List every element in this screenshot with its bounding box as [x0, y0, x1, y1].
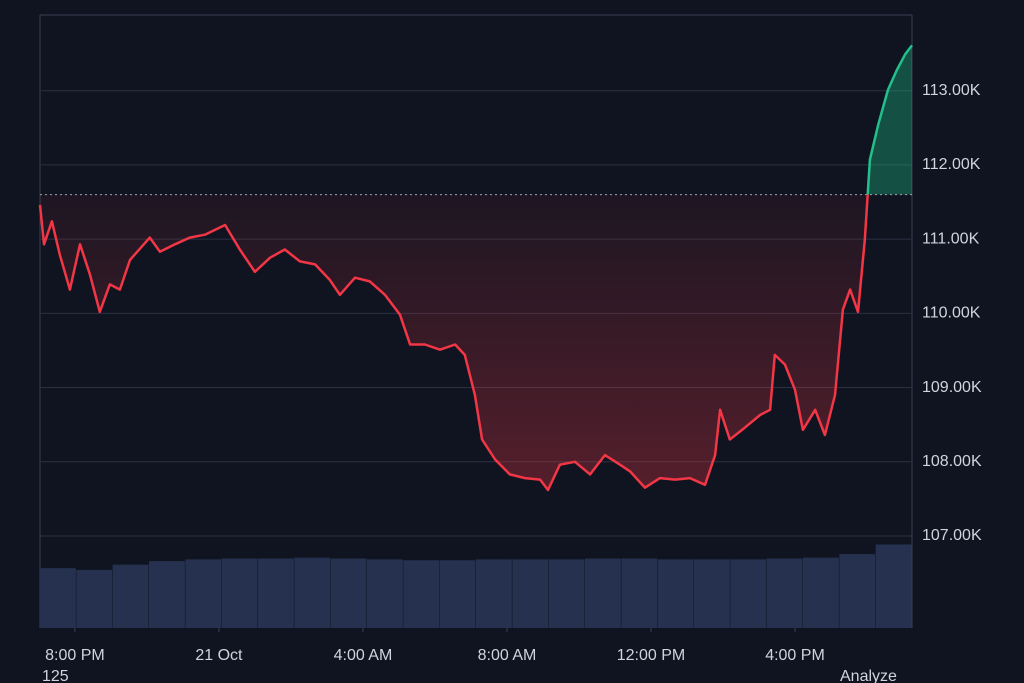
volume-bar [439, 560, 476, 628]
volume-bar [112, 564, 149, 628]
x-tick-label: 8:00 AM [478, 647, 537, 664]
x-tick-label: 4:00 PM [765, 647, 825, 664]
volume-bar [76, 569, 113, 628]
volume-bar [657, 559, 694, 628]
y-tick-label: 113.00K [922, 82, 981, 99]
y-tick-label: 108.00K [922, 453, 982, 470]
volume-bar [839, 554, 876, 628]
x-tick-label: 21 Oct [195, 647, 243, 664]
volume-bar [330, 558, 367, 628]
volume-bar [221, 558, 258, 628]
x-tick-label: 8:00 PM [45, 647, 105, 664]
volume-bar [258, 558, 294, 628]
volume-bar [476, 559, 512, 628]
volume-bar [185, 559, 222, 628]
volume-bar [730, 559, 767, 628]
y-tick-label: 111.00K [922, 230, 980, 247]
volume-bar [512, 559, 549, 628]
x-tick-label: 4:00 AM [334, 647, 393, 664]
price-line [38, 44, 913, 492]
volume-bar [803, 557, 839, 628]
volume-bar [621, 558, 658, 628]
volume-bar [403, 560, 440, 628]
volume-bar [367, 559, 403, 628]
volume-bar [548, 559, 585, 628]
y-tick-label: 107.00K [922, 527, 982, 544]
volume-bar [294, 557, 331, 628]
volume-bar [766, 558, 803, 628]
y-tick-label: 112.00K [922, 156, 981, 173]
y-tick-label: 109.00K [922, 379, 982, 396]
footer-right: Analyze [840, 668, 897, 683]
area-up [867, 45, 912, 195]
x-tick-label: 12:00 PM [617, 647, 685, 664]
y-tick-label: 110.00K [922, 305, 981, 322]
volume-bar [149, 561, 185, 628]
volume-bar [875, 544, 912, 628]
footer-left: 125 [42, 668, 69, 683]
volume-bar [694, 559, 730, 628]
volume-bar [585, 558, 621, 628]
volume-bar [40, 568, 76, 628]
